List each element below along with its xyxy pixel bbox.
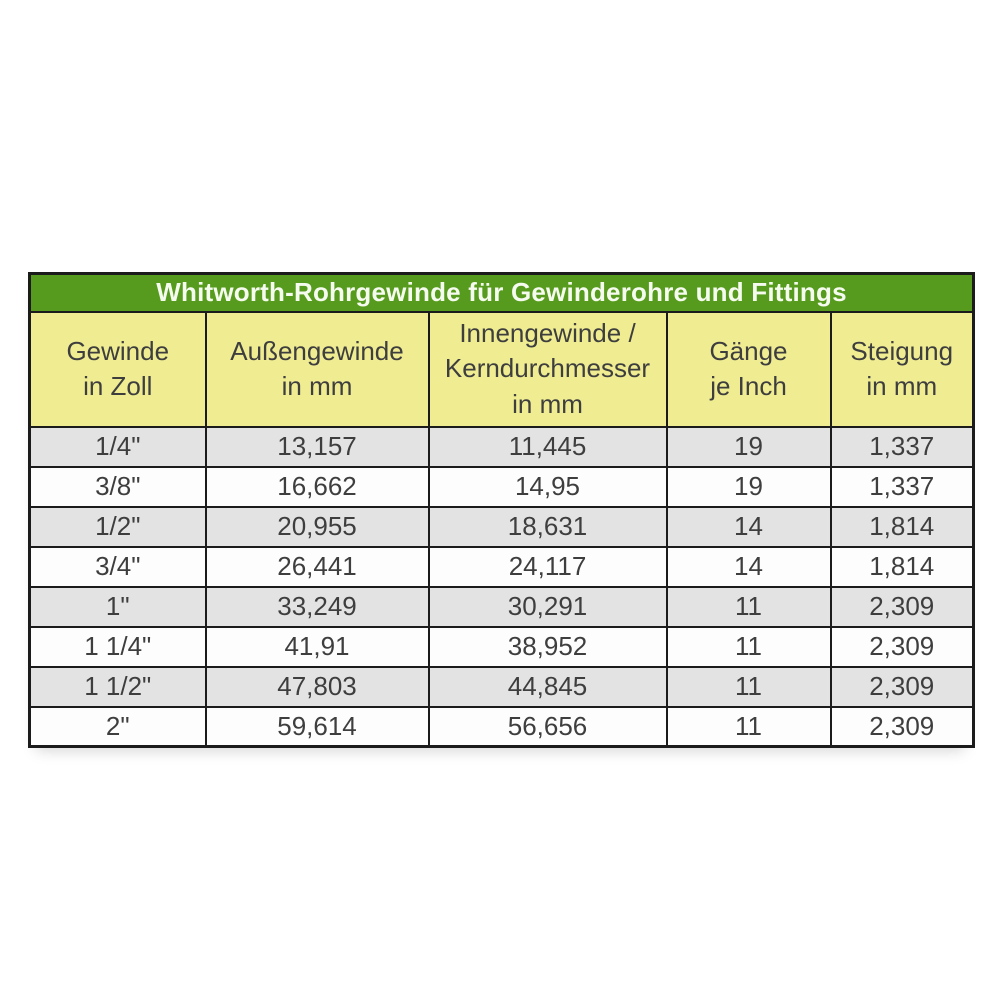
cell-aussengewinde: 13,157 (204, 425, 430, 468)
column-header-gaenge: Gänge je Inch (665, 310, 832, 428)
cell-gewinde-zoll: 1/4" (28, 425, 207, 468)
cell-innengewinde: 18,631 (427, 505, 668, 548)
column-header-gewinde-zoll: Gewinde in Zoll (28, 310, 207, 428)
cell-gewinde-zoll: 1 1/2" (28, 665, 207, 708)
table-row: 1" 33,249 30,291 11 2,309 (28, 585, 975, 628)
cell-innengewinde: 14,95 (427, 465, 668, 508)
cell-aussengewinde: 20,955 (204, 505, 430, 548)
cell-aussengewinde: 41,91 (204, 625, 430, 668)
cell-steigung: 2,309 (829, 625, 975, 668)
cell-steigung: 1,814 (829, 545, 975, 588)
column-header-steigung: Steigung in mm (829, 310, 975, 428)
table-title-row: Whitworth-Rohrgewinde für Gewinderohre u… (28, 272, 975, 313)
column-header-innengewinde: Innengewinde / Kerndurchmesser in mm (427, 310, 668, 428)
cell-innengewinde: 44,845 (427, 665, 668, 708)
cell-aussengewinde: 59,614 (204, 705, 430, 748)
cell-innengewinde: 30,291 (427, 585, 668, 628)
cell-innengewinde: 38,952 (427, 625, 668, 668)
cell-innengewinde: 11,445 (427, 425, 668, 468)
thread-table-container: Whitworth-Rohrgewinde für Gewinderohre u… (28, 272, 975, 748)
cell-gewinde-zoll: 2" (28, 705, 207, 748)
cell-gewinde-zoll: 3/4" (28, 545, 207, 588)
table-row: 3/8" 16,662 14,95 19 1,337 (28, 465, 975, 508)
table-row: 1/2" 20,955 18,631 14 1,814 (28, 505, 975, 548)
cell-steigung: 1,814 (829, 505, 975, 548)
cell-innengewinde: 24,117 (427, 545, 668, 588)
cell-steigung: 1,337 (829, 425, 975, 468)
cell-gewinde-zoll: 1/2" (28, 505, 207, 548)
column-header-aussengewinde: Außengewinde in mm (204, 310, 430, 428)
cell-aussengewinde: 47,803 (204, 665, 430, 708)
table-row: 1/4" 13,157 11,445 19 1,337 (28, 425, 975, 468)
cell-gaenge: 14 (665, 505, 832, 548)
cell-gaenge: 11 (665, 625, 832, 668)
cell-steigung: 2,309 (829, 585, 975, 628)
table-row: 3/4" 26,441 24,117 14 1,814 (28, 545, 975, 588)
whitworth-thread-table: Whitworth-Rohrgewinde für Gewinderohre u… (28, 272, 975, 748)
cell-steigung: 1,337 (829, 465, 975, 508)
table-row: 1 1/4" 41,91 38,952 11 2,309 (28, 625, 975, 668)
cell-gewinde-zoll: 1" (28, 585, 207, 628)
cell-gaenge: 19 (665, 425, 832, 468)
cell-gaenge: 11 (665, 705, 832, 748)
cell-steigung: 2,309 (829, 705, 975, 748)
cell-steigung: 2,309 (829, 665, 975, 708)
column-header-row: Gewinde in Zoll Außengewinde in mm Innen… (28, 310, 975, 428)
cell-gaenge: 11 (665, 665, 832, 708)
cell-aussengewinde: 26,441 (204, 545, 430, 588)
cell-gewinde-zoll: 3/8" (28, 465, 207, 508)
table-row: 1 1/2" 47,803 44,845 11 2,309 (28, 665, 975, 708)
table-title: Whitworth-Rohrgewinde für Gewinderohre u… (28, 272, 975, 313)
cell-gaenge: 11 (665, 585, 832, 628)
cell-gaenge: 19 (665, 465, 832, 508)
cell-gewinde-zoll: 1 1/4" (28, 625, 207, 668)
cell-aussengewinde: 33,249 (204, 585, 430, 628)
cell-aussengewinde: 16,662 (204, 465, 430, 508)
table-row: 2" 59,614 56,656 11 2,309 (28, 705, 975, 748)
cell-gaenge: 14 (665, 545, 832, 588)
cell-innengewinde: 56,656 (427, 705, 668, 748)
